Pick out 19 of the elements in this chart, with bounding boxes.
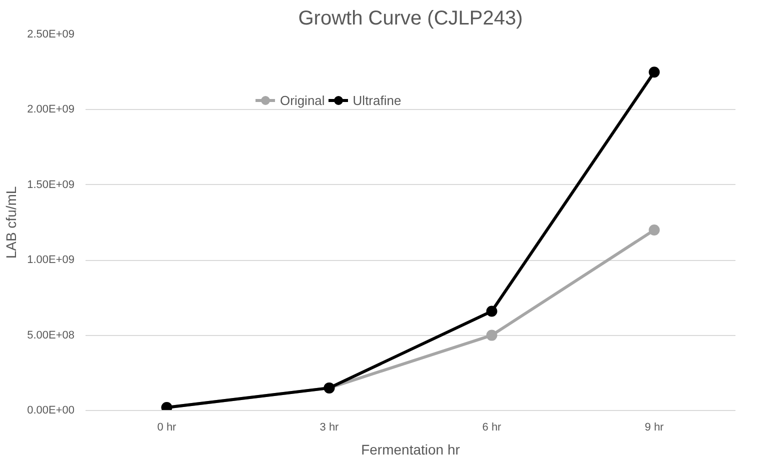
point: [486, 306, 498, 317]
y-tick-label: 1.50E+09: [27, 178, 74, 191]
y-axis-title: LAB cfu/mL: [3, 186, 20, 259]
x-tick-label: 3 hr: [320, 422, 340, 434]
legend-label: Ultrafine: [352, 92, 402, 108]
point: [648, 224, 660, 236]
x-tick-label: 6 hr: [482, 422, 502, 434]
y-tick-label: 2.00E+09: [27, 104, 74, 116]
y-tick-label: 5.00E+08: [27, 329, 74, 342]
legend-label: Original: [280, 92, 325, 108]
y-tick-label: 1.00E+09: [27, 254, 74, 266]
x-tick-label: 0 hr: [157, 422, 177, 434]
x-tick-label: 9 hr: [644, 422, 664, 434]
y-tick-label: 0.00E+00: [27, 404, 74, 416]
point: [486, 330, 498, 341]
x-axis-title: Fermentation hr: [361, 442, 460, 458]
point: [648, 66, 660, 78]
chart-title: Growth Curve (CJLP243): [298, 8, 523, 30]
y-tick-label: 2.50E+09: [27, 28, 74, 40]
